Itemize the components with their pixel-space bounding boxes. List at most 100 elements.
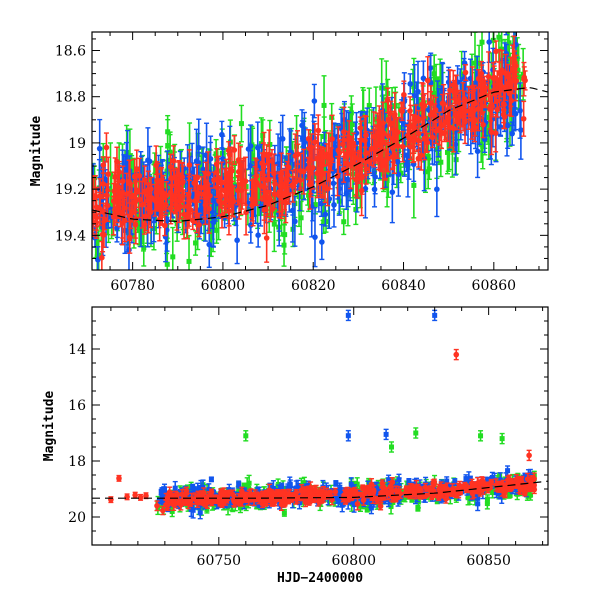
data-point-marker [512, 22, 517, 27]
data-point-marker [319, 239, 325, 245]
data-point-r [300, 148, 307, 195]
data-point-marker [306, 192, 312, 198]
data-point-marker [444, 149, 450, 155]
data-point-marker [139, 202, 145, 208]
data-point-marker [141, 245, 147, 251]
data-point-marker [401, 137, 407, 143]
data-point-marker [242, 178, 249, 184]
data-point-marker [321, 102, 327, 108]
data-point-marker [405, 162, 411, 168]
data-point-marker [214, 227, 220, 233]
data-point-marker [490, 37, 496, 43]
data-point-marker [385, 172, 391, 178]
data-point-b [517, 82, 523, 139]
data-point-marker [393, 120, 399, 126]
data-point-marker [121, 217, 128, 224]
data-point-marker [335, 147, 342, 154]
data-point-marker [129, 209, 135, 216]
data-point-b [503, 32, 509, 36]
data-point-r [334, 155, 341, 197]
data-point-marker [141, 221, 148, 228]
data-point-marker [348, 110, 354, 116]
data-point-marker [504, 123, 510, 129]
data-point-marker [480, 121, 486, 128]
data-point-marker [205, 170, 211, 177]
data-point-marker [198, 185, 205, 191]
data-point-b [255, 222, 261, 248]
data-point-marker [206, 241, 213, 248]
data-point-marker [347, 123, 353, 129]
data-point-g [238, 104, 244, 143]
data-point-marker [315, 127, 322, 134]
data-point-marker [360, 152, 366, 158]
data-point-marker [487, 81, 493, 87]
data-point-marker [123, 191, 130, 197]
data-point-b [219, 120, 225, 149]
data-point-g [186, 234, 192, 270]
data-point-marker [292, 218, 298, 225]
data-point-marker [439, 100, 446, 107]
data-point-marker [135, 218, 141, 224]
data-point-marker [415, 88, 421, 95]
data-point-r [141, 165, 148, 195]
data-point-g [170, 226, 176, 270]
data-point-marker [256, 192, 262, 198]
data-point-marker [517, 107, 523, 114]
data-point-b [245, 128, 252, 170]
data-point-marker [136, 225, 142, 231]
data-point-marker [480, 143, 486, 149]
data-point-marker [438, 159, 444, 165]
data-point-marker [281, 242, 287, 248]
data-point-b [312, 206, 318, 268]
data-point-marker [353, 130, 360, 136]
data-point-marker [277, 205, 283, 211]
data-point-marker [411, 92, 418, 99]
data-point-b [509, 121, 515, 146]
data-point-marker [96, 252, 102, 258]
data-point-marker [353, 206, 359, 212]
data-point-marker [146, 158, 153, 165]
data-point-b [434, 161, 440, 218]
data-point-marker [389, 189, 396, 195]
data-point-marker [484, 114, 490, 120]
data-point-marker [402, 121, 408, 128]
data-point-marker [193, 240, 199, 246]
data-point-marker [434, 147, 440, 153]
data-point-marker [394, 158, 401, 165]
data-point-marker [195, 144, 202, 151]
data-point-marker [511, 110, 517, 116]
data-point-marker [279, 136, 286, 142]
data-point-marker [334, 133, 341, 140]
data-point-marker [341, 137, 347, 143]
data-point-marker [272, 180, 278, 187]
top-data-points [92, 22, 528, 270]
data-point-marker [422, 169, 428, 175]
data-point-b [407, 73, 414, 95]
data-point-marker [506, 40, 512, 46]
data-point-b [311, 83, 318, 119]
data-point-marker [312, 202, 318, 208]
data-point-marker [338, 123, 344, 130]
data-point-marker [433, 76, 439, 82]
data-point-marker [426, 166, 432, 172]
data-point-b [319, 223, 325, 261]
data-point-marker [238, 121, 244, 127]
data-point-marker [520, 115, 527, 122]
data-point-marker [231, 147, 238, 153]
data-point-marker [486, 39, 493, 45]
data-point-marker [307, 138, 313, 144]
data-point-marker [420, 75, 427, 82]
data-point-marker [234, 237, 240, 244]
data-point-marker [415, 130, 422, 137]
data-point-marker [170, 254, 176, 260]
data-point-marker [260, 133, 266, 139]
data-point-marker [485, 73, 492, 80]
data-point-marker [141, 177, 148, 183]
data-point-marker [165, 143, 171, 149]
data-point-marker [366, 102, 372, 108]
data-point-marker [245, 146, 252, 152]
data-point-marker [372, 173, 378, 180]
data-point-marker [312, 139, 318, 145]
data-point-marker [266, 213, 272, 219]
